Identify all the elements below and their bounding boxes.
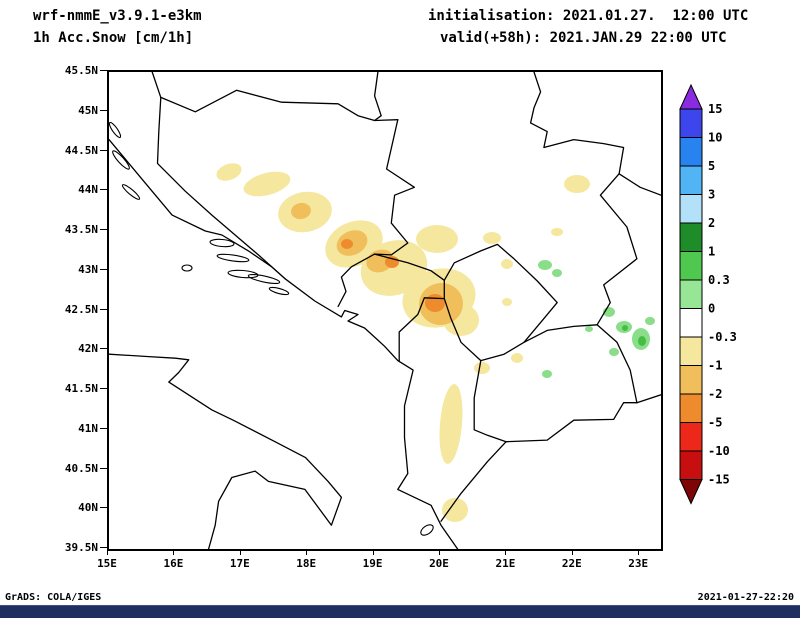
valid-time-label: valid(+58h): 2021.JAN.29 22:00 UTC	[440, 30, 727, 46]
lon-tick	[572, 549, 573, 555]
italy-coastline	[109, 354, 341, 549]
lat-tick-label: 43.5N	[56, 223, 98, 236]
svg-text:-0.3: -0.3	[708, 330, 737, 344]
lat-tick	[100, 507, 107, 508]
lon-tick-label: 15E	[87, 557, 127, 570]
svg-text:3: 3	[708, 188, 715, 202]
taskbar-strip	[0, 605, 800, 618]
lon-tick	[505, 549, 506, 555]
lon-tick-label: 23E	[618, 557, 658, 570]
svg-text:2: 2	[708, 216, 715, 230]
svg-text:10: 10	[708, 131, 722, 145]
svg-text:1: 1	[708, 245, 715, 259]
lon-tick	[439, 549, 440, 555]
lat-tick	[100, 150, 107, 151]
lon-tick-label: 18E	[286, 557, 326, 570]
svg-text:-10: -10	[708, 444, 730, 458]
lat-tick-label: 44N	[56, 183, 98, 196]
lat-tick	[100, 70, 107, 71]
lat-tick	[100, 428, 107, 429]
map-plot-area	[107, 70, 663, 551]
lon-tick-label: 19E	[353, 557, 393, 570]
svg-text:0: 0	[708, 302, 715, 316]
init-time-label: initialisation: 2021.01.27. 12:00 UTC	[428, 8, 748, 24]
lon-tick-label: 17E	[220, 557, 260, 570]
lat-tick-label: 42.5N	[56, 303, 98, 316]
lat-tick	[100, 229, 107, 230]
lat-tick	[100, 110, 107, 111]
lon-tick	[638, 549, 639, 555]
lat-tick-label: 45.5N	[56, 64, 98, 77]
lon-tick	[107, 549, 108, 555]
lon-tick	[373, 549, 374, 555]
svg-text:-2: -2	[708, 387, 722, 401]
lat-tick-label: 40.5N	[56, 462, 98, 475]
lat-tick-label: 40N	[56, 501, 98, 514]
lat-tick	[100, 547, 107, 548]
svg-text:15: 15	[708, 102, 722, 116]
lat-tick-label: 43N	[56, 263, 98, 276]
lon-tick-label: 20E	[419, 557, 459, 570]
lat-tick	[100, 269, 107, 270]
svg-text:-15: -15	[708, 473, 730, 487]
lat-tick	[100, 309, 107, 310]
lon-tick-label: 16E	[153, 557, 193, 570]
variable-title: 1h Acc.Snow [cm/1h]	[33, 30, 193, 46]
lat-tick-label: 39.5N	[56, 541, 98, 554]
lat-tick	[100, 189, 107, 190]
lon-tick	[173, 549, 174, 555]
creation-timestamp: 2021-01-27-22:20	[698, 592, 794, 603]
lon-tick-label: 21E	[485, 557, 525, 570]
svg-text:5: 5	[708, 159, 715, 173]
svg-text:-5: -5	[708, 416, 722, 430]
colorbar-legend: 15 10 5 3 2 1 0.3 0 -0.3 -1 -2 -5 -10 -15	[676, 83, 746, 523]
lat-tick-label: 41.5N	[56, 382, 98, 395]
lat-tick	[100, 348, 107, 349]
svg-text:-1: -1	[708, 359, 722, 373]
model-title: wrf-nmmE_v3.9.1-e3km	[33, 8, 202, 24]
lon-tick	[240, 549, 241, 555]
lat-tick-label: 45N	[56, 104, 98, 117]
lat-tick-label: 44.5N	[56, 144, 98, 157]
lat-tick	[100, 388, 107, 389]
balkans-map	[109, 72, 661, 549]
svg-text:0.3: 0.3	[708, 273, 730, 287]
grads-weather-plot: wrf-nmmE_v3.9.1-e3km 1h Acc.Snow [cm/1h]…	[0, 0, 800, 618]
grads-credit: GrADS: COLA/IGES	[5, 592, 101, 603]
lat-tick	[100, 468, 107, 469]
lon-tick	[306, 549, 307, 555]
adriatic-east-coastline	[109, 140, 458, 549]
snow-contours	[214, 160, 655, 522]
coastlines	[109, 140, 458, 549]
lat-tick-label: 41N	[56, 422, 98, 435]
lon-tick-label: 22E	[552, 557, 592, 570]
lat-tick-label: 42N	[56, 342, 98, 355]
